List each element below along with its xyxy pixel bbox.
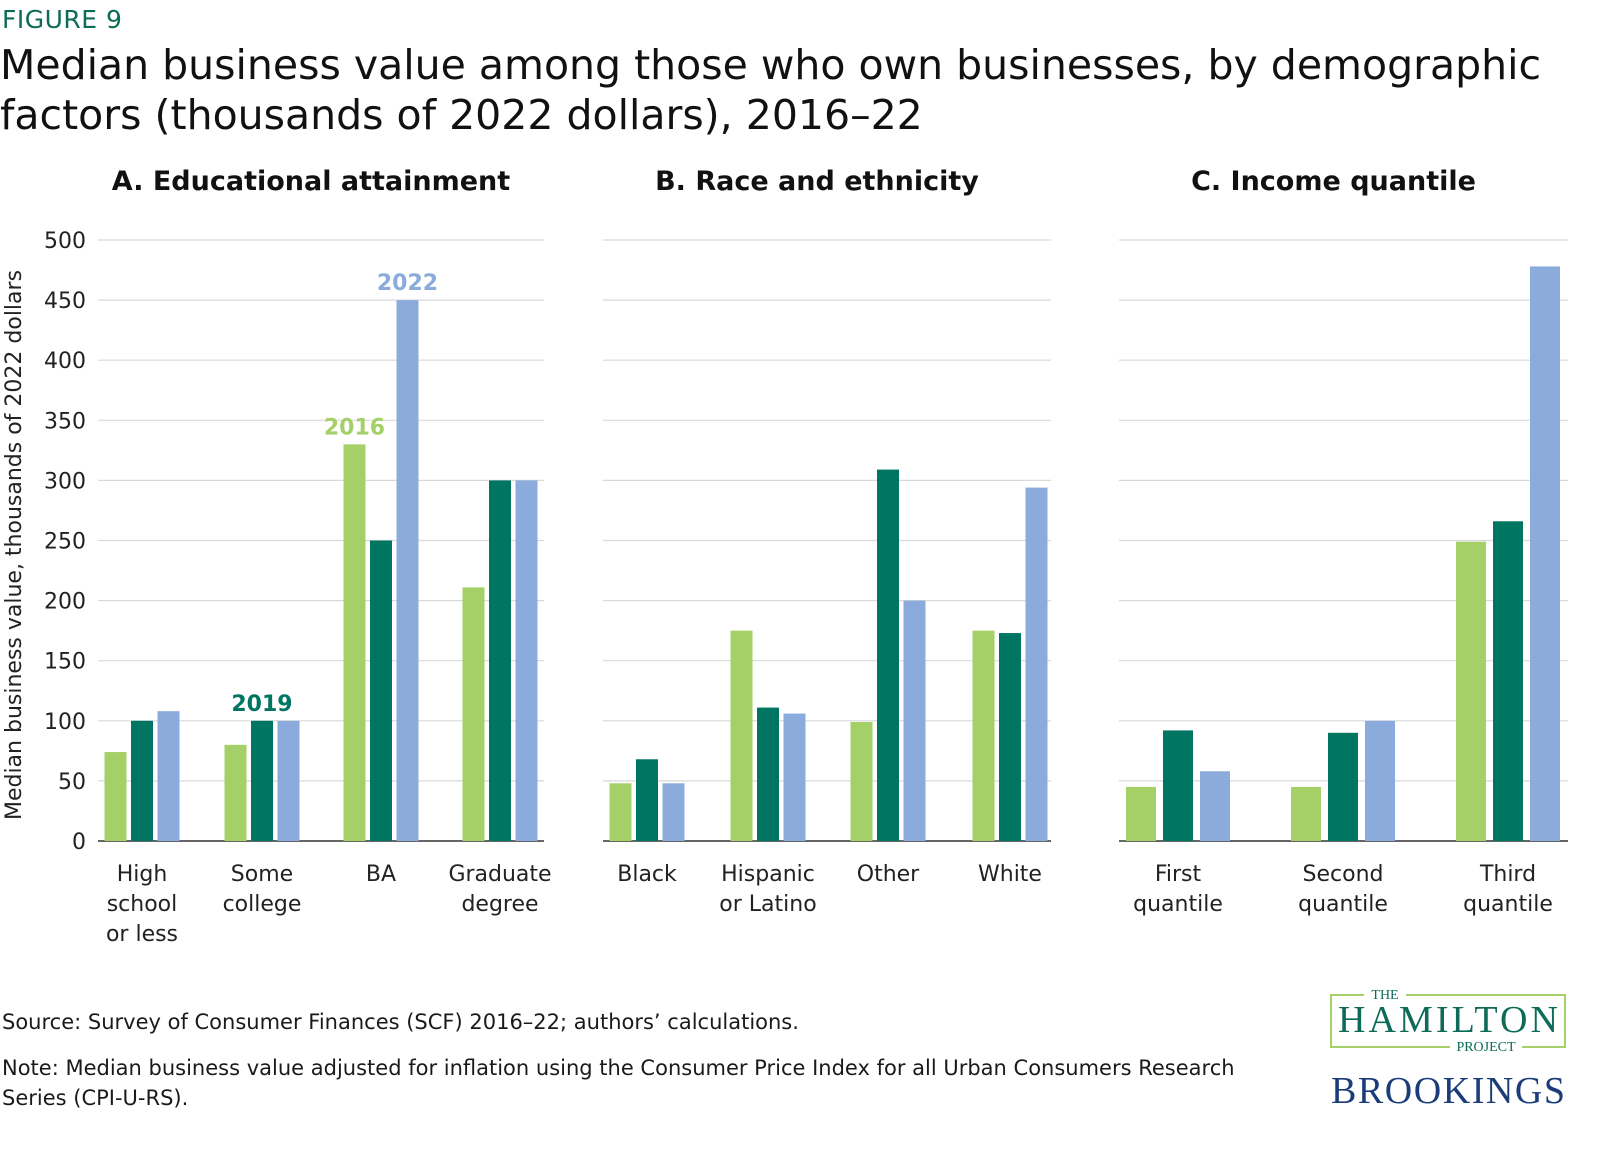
- svg-text:BROOKINGS: BROOKINGS: [1331, 1070, 1565, 1112]
- x-tick-label: High school or less: [106, 862, 178, 947]
- bar-2016: [224, 744, 247, 841]
- bar-2016: [104, 752, 127, 841]
- bar-2022: [396, 300, 419, 842]
- bar-2019: [1328, 732, 1358, 841]
- bar-2022: [157, 711, 180, 841]
- bar-2016: [609, 783, 632, 841]
- bar-2016: [1126, 786, 1156, 841]
- bar-2019: [489, 480, 511, 841]
- source-note: Source: Survey of Consumer Finances (SCF…: [2, 1010, 799, 1034]
- bar-2019: [999, 633, 1021, 841]
- bar-2019: [877, 469, 899, 841]
- y-tick-label: 0: [72, 830, 86, 855]
- svg-text:THE: THE: [1371, 988, 1398, 1003]
- hamilton-brookings-logo: THE HAMILTON PROJECT BROOKINGS: [1330, 987, 1566, 1112]
- y-tick-label: 50: [58, 770, 86, 795]
- y-tick-label: 200: [44, 590, 86, 615]
- y-tick-label: 500: [44, 229, 86, 254]
- legend-label-2022: 2022: [377, 271, 438, 296]
- bar-2022: [277, 720, 300, 841]
- x-tick-label: BA: [366, 862, 396, 887]
- bar-2019: [1163, 730, 1193, 841]
- y-tick-label: 150: [44, 650, 86, 675]
- bar-2016: [462, 587, 485, 841]
- bar-2016: [972, 630, 995, 841]
- x-tick-label: Other: [857, 862, 920, 887]
- x-tick-label: Graduate degree: [448, 862, 551, 917]
- bar-2019: [251, 720, 273, 841]
- y-tick-label: 100: [44, 710, 86, 735]
- y-tick-label: 300: [44, 469, 86, 494]
- footnote: Note: Median business value adjusted for…: [2, 1056, 1235, 1110]
- bar-2022: [1200, 771, 1230, 841]
- panel-title: B. Race and ethnicity: [655, 166, 979, 197]
- x-tick-label: Third quantile: [1463, 862, 1553, 917]
- bar-2016: [850, 722, 873, 841]
- bar-2019: [1493, 521, 1523, 841]
- x-tick-label: Second quantile: [1298, 862, 1388, 917]
- svg-text:HAMILTON: HAMILTON: [1338, 999, 1558, 1041]
- x-tick-label: Hispanic or Latino: [719, 862, 816, 917]
- x-tick-label: Black: [617, 862, 677, 887]
- bar-2019: [370, 540, 392, 841]
- bar-2016: [1291, 786, 1321, 841]
- bar-2016: [343, 444, 366, 841]
- bar-2022: [783, 713, 806, 841]
- bar-2019: [131, 720, 153, 841]
- panel-title: C. Income quantile: [1191, 166, 1476, 197]
- bar-2019: [757, 707, 779, 841]
- y-tick-label: 450: [44, 289, 86, 314]
- x-tick-label: First quantile: [1133, 862, 1223, 917]
- bar-2019: [636, 759, 658, 841]
- bar-2016: [730, 630, 753, 841]
- chart: A. Educational attainment 0 50 100 150 200 250…: [2, 166, 1568, 947]
- y-tick-label: 250: [44, 530, 86, 555]
- bar-2022: [662, 783, 685, 841]
- y-tick-label: 400: [44, 349, 86, 374]
- x-tick-label: White: [978, 862, 1042, 887]
- figure-label: FIGURE 9: [2, 5, 123, 34]
- bar-2016: [1456, 541, 1486, 841]
- bar-2022: [1530, 266, 1560, 842]
- bar-2022: [1025, 487, 1048, 841]
- panel-title: A. Educational attainment: [112, 166, 510, 197]
- y-tick-label: 350: [44, 409, 86, 434]
- bar-2022: [1365, 720, 1395, 841]
- svg-text:PROJECT: PROJECT: [1456, 1040, 1516, 1055]
- chart-title: Median business value among those who ow…: [0, 41, 1542, 139]
- x-tick-label: Some college: [223, 862, 302, 917]
- bar-2022: [515, 480, 538, 841]
- bar-2022: [903, 600, 926, 841]
- y-axis-label: Median business value, thousands of 2022…: [2, 270, 27, 820]
- legend-label-2016: 2016: [324, 415, 385, 440]
- legend-label-2019: 2019: [231, 692, 292, 717]
